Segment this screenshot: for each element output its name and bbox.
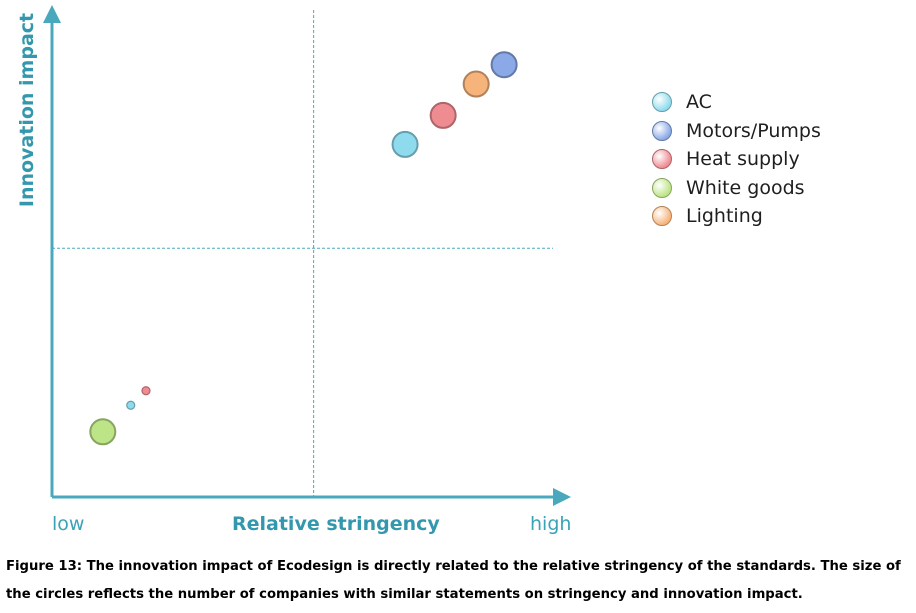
x-tick-high: high <box>530 513 572 535</box>
point-white-goods-0 <box>89 418 117 446</box>
legend-swatch-lighting <box>652 206 672 227</box>
figure-caption: Figure 13: The innovation impact of Ecod… <box>6 559 901 602</box>
legend-label-white-goods: White goods <box>686 176 805 199</box>
legend-label-heat-supply: Heat supply <box>686 148 800 171</box>
data-points <box>89 51 518 446</box>
legend-label-lighting: Lighting <box>686 205 763 228</box>
point-motors-pumps-0 <box>490 51 518 79</box>
legend-item-lighting: Lighting <box>652 202 821 231</box>
legend-item-white-goods: White goods <box>652 174 821 203</box>
x-tick-low: low <box>52 513 85 535</box>
legend-label-motors-pumps: Motors/Pumps <box>686 119 821 142</box>
y-axis-label: Innovation impact <box>16 12 38 208</box>
legend-swatch-white-goods <box>652 177 672 198</box>
x-axis-label: Relative stringency <box>232 513 440 535</box>
point-heat-supply-0 <box>429 101 457 129</box>
legend-label-ac: AC <box>686 91 712 114</box>
point-ac-0 <box>391 130 419 158</box>
point-ac-1 <box>126 400 136 410</box>
legend-swatch-motors-pumps <box>652 120 672 141</box>
legend-item-heat-supply: Heat supply <box>652 145 821 174</box>
legend: AC Motors/Pumps Heat supply White goods … <box>652 88 821 231</box>
point-lighting-0 <box>462 70 490 98</box>
legend-item-motors-pumps: Motors/Pumps <box>652 117 821 146</box>
legend-item-ac: AC <box>652 88 821 117</box>
axes <box>43 5 571 506</box>
legend-swatch-ac <box>652 92 672 113</box>
quadrant-lines <box>52 10 553 497</box>
point-heat-supply-1 <box>141 386 151 396</box>
legend-swatch-heat-supply <box>652 149 672 170</box>
